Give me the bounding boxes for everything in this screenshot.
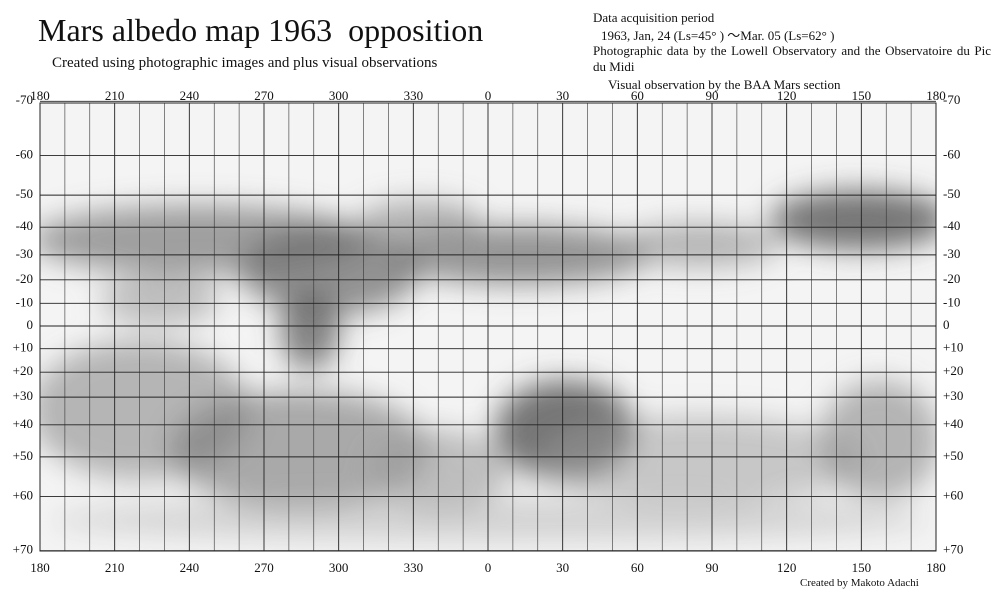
latitude-label: -50 [16, 186, 33, 201]
latitude-label: -10 [943, 294, 960, 309]
longitude-label: 0 [485, 88, 492, 103]
longitude-label: 180 [30, 560, 50, 575]
longitude-label: 150 [852, 88, 872, 103]
latitude-label: -70 [16, 92, 33, 107]
latitude-label: +30 [943, 388, 963, 403]
longitude-label: 180 [30, 88, 50, 103]
latitude-label: -20 [16, 271, 33, 286]
latitude-label: +70 [13, 542, 33, 557]
longitude-label: 180 [926, 88, 946, 103]
longitude-label: 90 [706, 88, 719, 103]
longitude-label: 210 [105, 88, 125, 103]
latitude-label: +20 [13, 363, 33, 378]
latitude-label: +20 [943, 363, 963, 378]
credit: Created by Makoto Adachi [800, 577, 919, 589]
longitude-label: 90 [706, 560, 719, 575]
latitude-label: -40 [943, 218, 960, 233]
map-frame [39, 102, 937, 552]
longitude-label: 120 [777, 88, 797, 103]
longitude-label: 150 [852, 560, 872, 575]
latitude-label: 0 [943, 317, 950, 332]
latitude-label: +70 [943, 542, 963, 557]
longitude-label: 330 [404, 88, 424, 103]
longitude-label: 270 [254, 88, 274, 103]
latitude-label: -60 [943, 146, 960, 161]
longitude-label: 180 [926, 560, 946, 575]
albedo-features [40, 190, 936, 540]
longitude-label: 300 [329, 88, 349, 103]
latitude-label: +60 [13, 488, 33, 503]
longitude-label: 60 [631, 88, 644, 103]
longitude-label: 300 [329, 560, 349, 575]
longitude-label: 60 [631, 560, 644, 575]
latitude-label: -70 [943, 92, 960, 107]
latitude-label: -20 [943, 271, 960, 286]
longitude-label: 210 [105, 560, 125, 575]
longitude-label: 240 [180, 560, 200, 575]
longitude-label: 330 [404, 560, 424, 575]
title: Mars albedo map 1963 opposition [38, 12, 484, 48]
latitude-label: -60 [16, 146, 33, 161]
latitude-label: 0 [27, 317, 34, 332]
latitude-label: +50 [943, 448, 963, 463]
latitude-label: +10 [943, 340, 963, 355]
longitude-label: 240 [180, 88, 200, 103]
longitude-label: 120 [777, 560, 797, 575]
longitude-label: 270 [254, 560, 274, 575]
latitude-label: -40 [16, 218, 33, 233]
latitude-label: +10 [13, 340, 33, 355]
longitude-label: 30 [556, 560, 569, 575]
latitude-label: +60 [943, 488, 963, 503]
latitude-label: +50 [13, 448, 33, 463]
latitude-label: +40 [943, 416, 963, 431]
longitude-label: 30 [556, 88, 569, 103]
latitude-label: -30 [16, 246, 33, 261]
period-label: Data acquisition period [593, 10, 715, 25]
visual-source: Visual observation by the BAA Mars secti… [608, 77, 841, 92]
latitude-label: +40 [13, 416, 33, 431]
latitude-label: -50 [943, 186, 960, 201]
latitude-label: +30 [13, 388, 33, 403]
period: 1963, Jan, 24 (Ls=45° ) ～Mar. 05 (Ls=62°… [601, 28, 835, 43]
photo-source: Photographic data by the Lowell Observat… [593, 43, 991, 74]
subtitle: Created using photographic images and pl… [52, 55, 438, 71]
latitude-label: -30 [943, 246, 960, 261]
longitude-label: 0 [485, 560, 492, 575]
latitude-label: -10 [16, 294, 33, 309]
